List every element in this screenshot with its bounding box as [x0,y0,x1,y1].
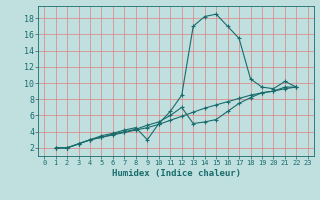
X-axis label: Humidex (Indice chaleur): Humidex (Indice chaleur) [111,169,241,178]
